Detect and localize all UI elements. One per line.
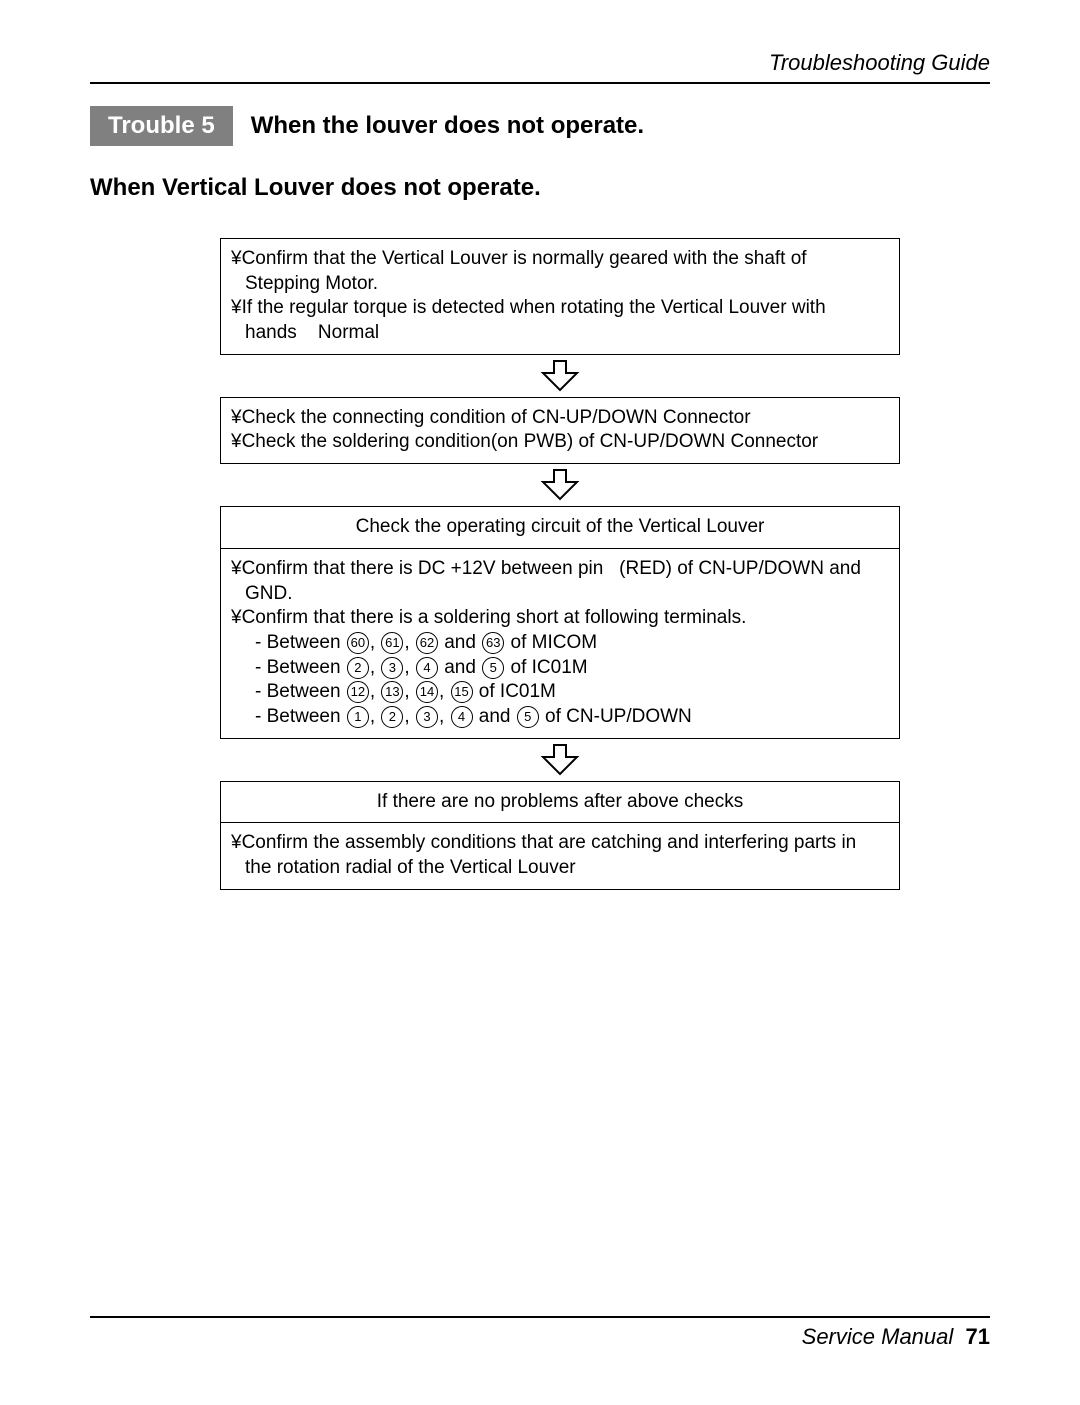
down-arrow-icon <box>537 743 583 777</box>
circled-number: 3 <box>381 657 403 679</box>
bullet-icon: ¥ <box>231 297 242 318</box>
t3-post: of IC01M <box>474 681 556 702</box>
header-right: Troubleshooting Guide <box>90 50 990 82</box>
box2-line1: ¥Check the connecting condition of CN-UP… <box>231 406 889 431</box>
circled-number: 3 <box>416 706 438 728</box>
box2-line1-text: Check the connecting condition of CN-UP/… <box>242 407 751 428</box>
circled-number: 1 <box>347 706 369 728</box>
box3-line2: ¥Confirm that there is a soldering short… <box>231 606 889 631</box>
box3-term2: - Between 2, 3, 4 and 5 of IC01M <box>231 656 889 681</box>
box3-l1a: Confirm that there is DC +12V between pi… <box>242 558 604 579</box>
box2-line2-text: Check the soldering condition(on PWB) of… <box>242 431 819 452</box>
circled-number: 13 <box>381 681 403 703</box>
box1-line1-text: Confirm that the Vertical Louver is norm… <box>242 248 807 269</box>
box3-l2: Confirm that there is a soldering short … <box>242 607 747 628</box>
box3-line1: ¥Confirm that there is DC +12V between p… <box>231 557 889 582</box>
circled-number: 5 <box>482 657 504 679</box>
t1-pre: - Between <box>255 632 346 653</box>
footer-text: Service Manual 71 <box>90 1324 990 1350</box>
trouble-row: Trouble 5 When the louver does not opera… <box>90 106 990 146</box>
box4-line1-cont: the rotation radial of the Vertical Louv… <box>231 856 889 881</box>
circled-number: 4 <box>451 706 473 728</box>
circled-number: 15 <box>451 681 473 703</box>
flow-arrow-2 <box>220 464 900 506</box>
flow-box-3-header: Check the operating circuit of the Verti… <box>220 506 900 548</box>
t4-pre: - Between <box>255 706 346 727</box>
flow-box-4-header: If there are no problems after above che… <box>220 781 900 823</box>
down-arrow-icon <box>537 468 583 502</box>
circled-number: 2 <box>347 657 369 679</box>
bullet-icon: ¥ <box>231 407 242 428</box>
bullet-icon: ¥ <box>231 558 242 579</box>
box3-line1-cont: GND. <box>231 582 889 607</box>
circled-number: 2 <box>381 706 403 728</box>
box4-l1a: Confirm the assembly conditions that are… <box>242 832 857 853</box>
box1-line1-cont: Stepping Motor. <box>231 272 889 297</box>
circled-number: 60 <box>347 632 369 654</box>
page: Troubleshooting Guide Trouble 5 When the… <box>0 0 1080 1405</box>
box1-line2: ¥If the regular torque is detected when … <box>231 296 889 321</box>
circled-number: 14 <box>416 681 438 703</box>
box1-line2-cont-b: Normal <box>318 322 379 343</box>
box3-term4: - Between 1, 2, 3, 4 and 5 of CN-UP/DOWN <box>231 705 889 730</box>
trouble-title: When the louver does not operate. <box>251 112 644 140</box>
footer-label: Service Manual <box>802 1324 954 1349</box>
flow-arrow-1 <box>220 355 900 397</box>
t2-post: of IC01M <box>505 657 587 678</box>
flow-arrow-3 <box>220 739 900 781</box>
box4-line1: ¥Confirm the assembly conditions that ar… <box>231 831 889 856</box>
box1-line2-cont: hands Normal <box>231 321 889 346</box>
circled-number: 5 <box>517 706 539 728</box>
footer-rule <box>90 1316 990 1318</box>
box1-line2-text: If the regular torque is detected when r… <box>242 297 826 318</box>
box1-line2-cont-a: hands <box>245 322 297 343</box>
box1-line1: ¥Confirm that the Vertical Louver is nor… <box>231 247 889 272</box>
page-number: 71 <box>966 1324 990 1349</box>
trouble-badge: Trouble 5 <box>90 106 233 146</box>
circled-number: 12 <box>347 681 369 703</box>
circled-number: 63 <box>482 632 504 654</box>
down-arrow-icon <box>537 359 583 393</box>
t3-pre: - Between <box>255 681 346 702</box>
bullet-icon: ¥ <box>231 248 242 269</box>
bullet-icon: ¥ <box>231 431 242 452</box>
bullet-icon: ¥ <box>231 832 242 853</box>
subheading: When Vertical Louver does not operate. <box>90 174 990 202</box>
box2-line2: ¥Check the soldering condition(on PWB) o… <box>231 430 889 455</box>
flow-box-4-body: ¥Confirm the assembly conditions that ar… <box>220 822 900 889</box>
t2-pre: - Between <box>255 657 346 678</box>
circled-number: 61 <box>381 632 403 654</box>
t1-post: of MICOM <box>505 632 597 653</box>
bullet-icon: ¥ <box>231 607 242 628</box>
flow-box-1: ¥Confirm that the Vertical Louver is nor… <box>220 238 900 355</box>
t4-post: of CN-UP/DOWN <box>540 706 692 727</box>
box3-l1b: (RED) of CN-UP/DOWN and <box>619 558 861 579</box>
flow-box-3-body: ¥Confirm that there is DC +12V between p… <box>220 548 900 739</box>
circled-number: 4 <box>416 657 438 679</box>
box3-term3: - Between 12, 13, 14, 15 of IC01M <box>231 680 889 705</box>
flow-box-2: ¥Check the connecting condition of CN-UP… <box>220 397 900 464</box>
box3-term1: - Between 60, 61, 62 and 63 of MICOM <box>231 631 889 656</box>
header-rule <box>90 82 990 84</box>
footer: Service Manual 71 <box>90 1316 990 1350</box>
circled-number: 62 <box>416 632 438 654</box>
flowchart: ¥Confirm that the Vertical Louver is nor… <box>220 238 900 890</box>
